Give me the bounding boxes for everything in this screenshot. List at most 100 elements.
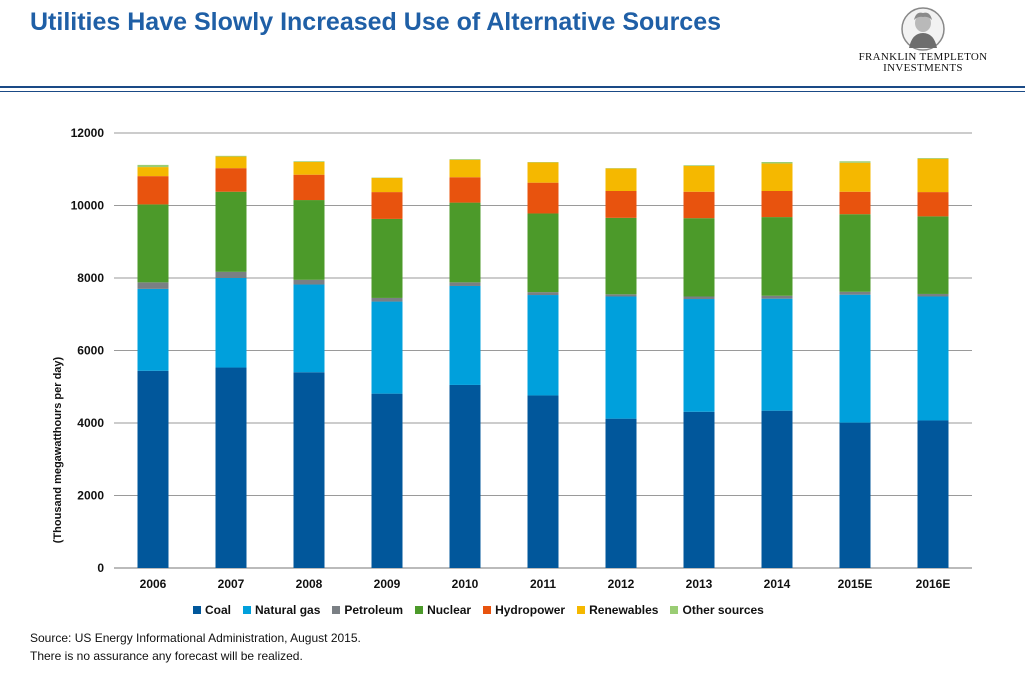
stacked-bar-chart: 0 2000 4000 6000 8000 10000 12000 2006 2007 2008 2… (52, 126, 972, 591)
bar-segment-hydropower (839, 191, 871, 215)
bar-segment-petroleum (371, 297, 403, 302)
bar-segment-natural-gas (293, 284, 325, 373)
bar-segment-petroleum (605, 294, 637, 297)
bar-segment-nuclear (683, 218, 715, 297)
bar-segment-natural-gas (917, 296, 949, 421)
bar-segment-nuclear (371, 218, 403, 298)
bar-segment-coal (449, 384, 481, 568)
y-tick-label: 12000 (71, 126, 105, 140)
bar-segment-coal (683, 411, 715, 568)
bar-segment-other-sources (761, 162, 793, 164)
logo-text-line-1: FRANKLIN TEMPLETON (858, 51, 988, 63)
source-line-1: Source: US Energy Informational Administ… (30, 631, 361, 645)
bar-segment-other-sources (137, 164, 169, 168)
bar-segment-hydropower (137, 176, 169, 205)
legend-swatch (243, 606, 252, 614)
bar-segment-natural-gas (839, 294, 871, 423)
y-tick-label: 2000 (77, 489, 104, 503)
legend-label: Natural gas (255, 603, 321, 617)
bar-segment-petroleum (683, 296, 715, 300)
legend-swatch (332, 606, 341, 614)
bar-segment-hydropower (371, 192, 403, 219)
bar-segment-renewables (371, 177, 403, 193)
legend-item-coal: Coal (193, 603, 231, 617)
y-tick-label: 4000 (77, 416, 104, 430)
bar-segment-petroleum (293, 279, 325, 285)
bar-segment-coal (137, 370, 169, 568)
bar-segment-renewables (137, 167, 169, 177)
bar-segment-petroleum (215, 271, 247, 278)
bar-segment-nuclear (527, 213, 559, 293)
legend-swatch (670, 606, 679, 614)
x-tick-label: 2013 (686, 577, 713, 591)
bar-segment-hydropower (293, 174, 325, 201)
x-tick-label: 2007 (218, 577, 245, 591)
bar-segment-hydropower (761, 191, 793, 218)
legend-swatch (193, 606, 201, 614)
bar-segment-renewables (215, 156, 247, 169)
x-tick-label: 2006 (140, 577, 167, 591)
chart-legend: Coal Natural gas Petroleum Nuclear Hydropowe… (193, 603, 764, 617)
bar-segment-nuclear (449, 202, 481, 283)
bar-segment-hydropower (917, 192, 949, 217)
legend-label: Other sources (682, 603, 764, 617)
bar-segment-natural-gas (761, 298, 793, 411)
source-note: Source: US Energy Informational Administ… (30, 629, 361, 665)
bar-segment-nuclear (293, 200, 325, 280)
bar-segment-hydropower (683, 191, 715, 219)
bar-segment-petroleum (137, 282, 169, 289)
bar-segment-nuclear (761, 217, 793, 296)
bar-segment-petroleum (761, 295, 793, 299)
bar-segment-other-sources (917, 158, 949, 159)
bar-segment-petroleum (449, 282, 481, 286)
bar-segment-natural-gas (527, 295, 559, 396)
header-rule-thick (0, 86, 1025, 88)
bar-segment-natural-gas (137, 288, 169, 371)
legend-label: Petroleum (344, 603, 404, 617)
bar-segment-hydropower (605, 191, 637, 218)
bar-segment-coal (839, 422, 871, 568)
bar-segment-coal (917, 420, 949, 568)
x-tick-label: 2011 (530, 577, 556, 591)
bar-segment-coal (761, 410, 793, 568)
bar-segment-natural-gas (683, 299, 715, 412)
bar-segment-petroleum (839, 291, 871, 295)
y-tick-label: 10000 (71, 199, 105, 213)
x-tick-label: 2010 (452, 577, 479, 591)
bar-segment-hydropower (215, 168, 247, 192)
x-tick-label: 2009 (374, 577, 401, 591)
bar-segment-coal (527, 395, 559, 568)
source-line-2: There is no assurance any forecast will … (30, 649, 303, 663)
legend-swatch (415, 606, 424, 614)
bar-segment-coal (293, 372, 325, 568)
legend-item-petroleum: Petroleum (332, 603, 403, 617)
legend-item-renewables: Renewables (577, 603, 658, 617)
bar-segment-coal (215, 367, 247, 568)
legend-item-natural-gas: Natural gas (243, 603, 320, 617)
bar-segment-natural-gas (605, 296, 637, 419)
header-rule-thin (0, 91, 1025, 92)
legend-item-hydropower: Hydropower (483, 603, 565, 617)
bar-segment-nuclear (605, 217, 637, 295)
bar-segment-hydropower (449, 177, 481, 203)
franklin-templeton-logo: FRANKLIN TEMPLETON INVESTMENTS (848, 6, 998, 76)
page-title: Utilities Have Slowly Increased Use of A… (30, 8, 722, 36)
y-tick-label: 6000 (77, 344, 104, 358)
legend-label: Nuclear (427, 603, 472, 617)
logo-text-line-2: INVESTMENTS (883, 62, 963, 74)
bar-segment-renewables (527, 162, 559, 183)
x-tick-label: 2015E (838, 577, 873, 591)
x-tick-label: 2012 (608, 577, 635, 591)
legend-label: Coal (205, 603, 232, 617)
legend-item-other-sources: Other sources (670, 603, 764, 617)
legend-swatch (483, 606, 492, 614)
bar-segment-natural-gas (371, 301, 403, 394)
y-tick-label: 8000 (77, 271, 104, 285)
legend-item-nuclear: Nuclear (415, 603, 471, 617)
bar-segment-petroleum (917, 293, 949, 297)
legend-swatch (577, 606, 586, 614)
bar-segment-renewables (839, 162, 871, 192)
bar-segment-coal (371, 393, 403, 568)
bar-segment-nuclear (215, 191, 247, 272)
bar-segment-renewables (917, 158, 949, 193)
